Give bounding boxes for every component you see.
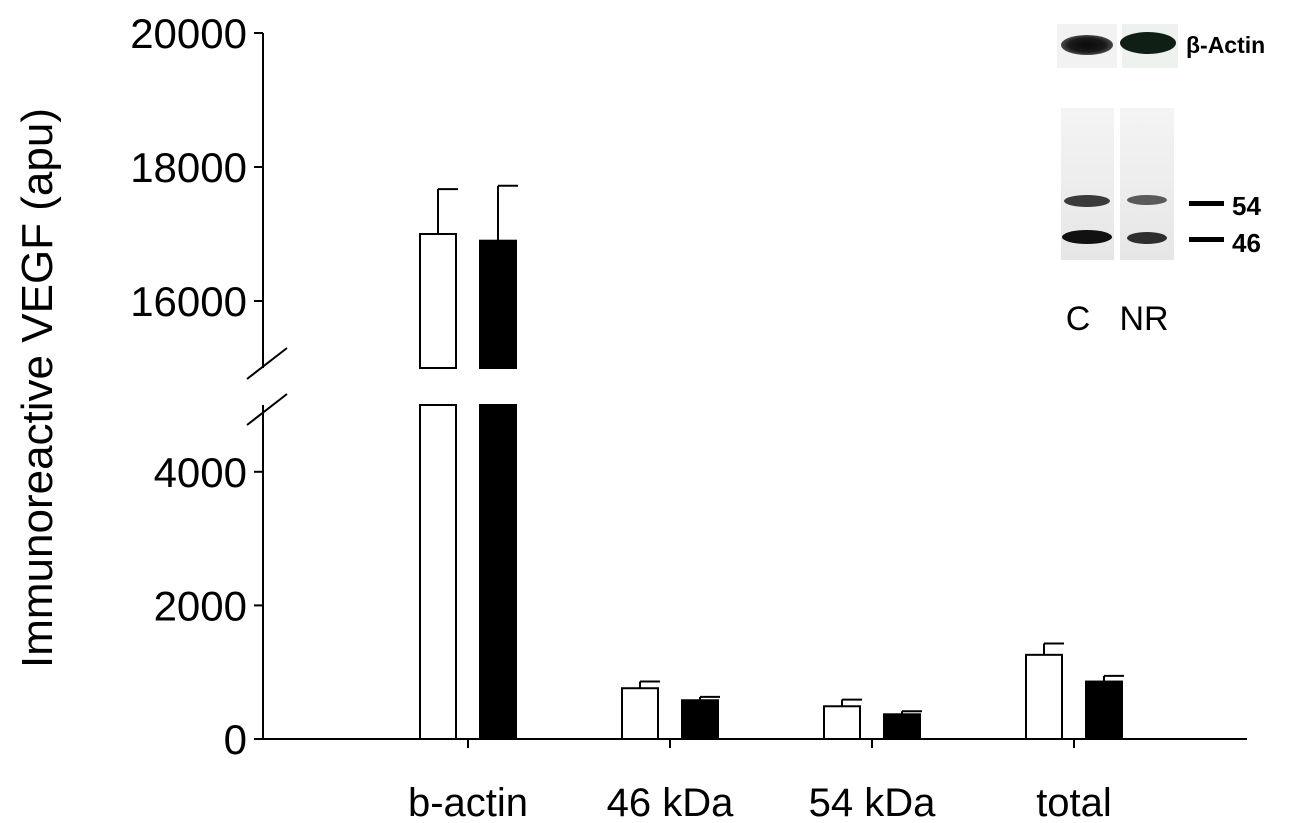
y-axis-ticks: 0 2000 4000 16000 18000 20000 [130, 10, 263, 763]
axis-break-mark [246, 347, 288, 380]
bar-series [419, 184, 1124, 741]
bar-nr-upper [479, 239, 517, 369]
blot-lane-label-nr: NR [1119, 300, 1168, 338]
blot-actin-band-c [1061, 35, 1113, 55]
y-tick-label: 0 [224, 716, 247, 763]
y-axis-label: Immunoreactive VEGF (apu) [13, 108, 62, 668]
blot-band-46-c [1062, 230, 1112, 244]
bar-c-lower [419, 404, 457, 740]
y-tick-label: 16000 [130, 278, 247, 325]
bar-nr [681, 699, 719, 740]
blot-lane-label-c: C [1066, 300, 1091, 338]
bar-nr [1085, 680, 1123, 740]
blot-marker-46 [1189, 237, 1224, 242]
x-tick-label: 54 kDa [809, 781, 936, 823]
x-tick-label: b-actin [408, 781, 528, 823]
y-tick-label: 4000 [154, 449, 247, 496]
x-axis-labels: b-actin 46 kDa 54 kDa total [408, 781, 1112, 823]
blot-band-54-c [1064, 195, 1110, 207]
x-tick-label: 46 kDa [607, 781, 734, 823]
bar-c-upper [419, 233, 457, 369]
x-tick-label: total [1036, 781, 1112, 823]
western-blot-inset: β-Actin 54 46 C NR [1057, 24, 1265, 338]
blot-label-54: 54 [1232, 191, 1261, 221]
y-tick-label: 18000 [130, 144, 247, 191]
axis-break-mark [246, 393, 288, 426]
blot-band-46-nr [1127, 232, 1167, 244]
bar-c [823, 705, 861, 741]
blot-marker-54 [1189, 201, 1224, 206]
y-tick-label: 2000 [154, 582, 247, 629]
y-tick-label: 20000 [130, 10, 247, 57]
blot-actin-band-nr [1120, 32, 1176, 54]
bar-nr-lower [479, 404, 517, 740]
bar-c [1025, 653, 1063, 740]
bar-c [621, 687, 659, 740]
blot-label-46: 46 [1232, 228, 1261, 258]
blot-label-actin: β-Actin [1186, 32, 1265, 58]
blot-band-54-nr [1127, 195, 1167, 205]
bar-nr [883, 713, 921, 740]
